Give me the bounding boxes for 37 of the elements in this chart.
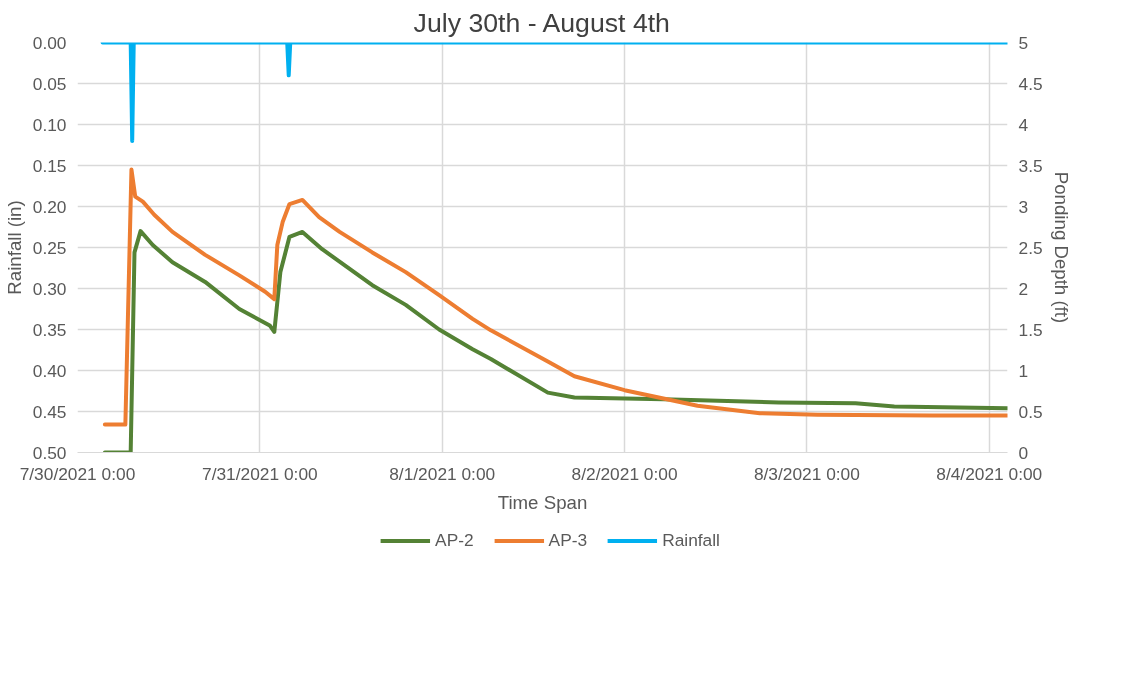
y-tick-label: 0.40 — [32, 360, 67, 381]
chart-title: July 30th - August 4th — [413, 7, 670, 38]
y2-tick-label: 2 — [1018, 278, 1029, 299]
y-tick-label: 0.30 — [32, 278, 67, 299]
legend-label: AP-2 — [435, 529, 474, 551]
y-tick-label: 0.50 — [32, 442, 67, 463]
y-tick-label: 0.20 — [32, 196, 67, 217]
y2-tick-label: 3.5 — [1018, 155, 1043, 176]
x-tick-label: 8/1/2021 0:00 — [389, 463, 496, 484]
y-tick-label: 0.05 — [32, 73, 67, 94]
legend-label: AP-3 — [548, 529, 588, 551]
y2-tick-label: 3 — [1018, 196, 1029, 217]
y2-tick-label: 0.5 — [1018, 401, 1043, 422]
y2-tick-label: 0 — [1018, 442, 1029, 463]
x-axis-title: Time Span — [497, 491, 588, 513]
x-tick-label: 7/30/2021 0:00 — [19, 463, 136, 484]
line-series — [102, 167, 1008, 427]
x-tick-label: 8/2/2021 0:00 — [571, 463, 678, 484]
y2-tick-label: 1 — [1018, 360, 1029, 381]
y2-axis-title: Ponding Depth (ft) — [1050, 171, 1072, 324]
y-tick-label: 0.00 — [32, 32, 67, 53]
y-tick-label: 0.25 — [32, 237, 67, 258]
y-tick-label: 0.45 — [32, 401, 67, 422]
y-tick-label: 0.15 — [32, 155, 67, 176]
y-tick-label: 0.10 — [32, 114, 67, 135]
line-series — [102, 229, 1008, 453]
x-tick-label: 8/3/2021 0:00 — [753, 463, 860, 484]
y2-tick-label: 4 — [1018, 114, 1029, 135]
y-tick-label: 0.35 — [32, 319, 67, 340]
legend-label: Rainfall — [662, 529, 720, 551]
y-axis-title: Rainfall (in) — [3, 200, 25, 295]
y2-tick-label: 5 — [1018, 32, 1029, 53]
x-tick-label: 7/31/2021 0:00 — [202, 463, 318, 484]
y2-tick-label: 1.5 — [1018, 319, 1043, 340]
x-tick-label: 8/4/2021 0:00 — [936, 463, 1043, 484]
y2-tick-label: 2.5 — [1018, 237, 1043, 258]
y2-tick-label: 4.5 — [1018, 73, 1043, 94]
